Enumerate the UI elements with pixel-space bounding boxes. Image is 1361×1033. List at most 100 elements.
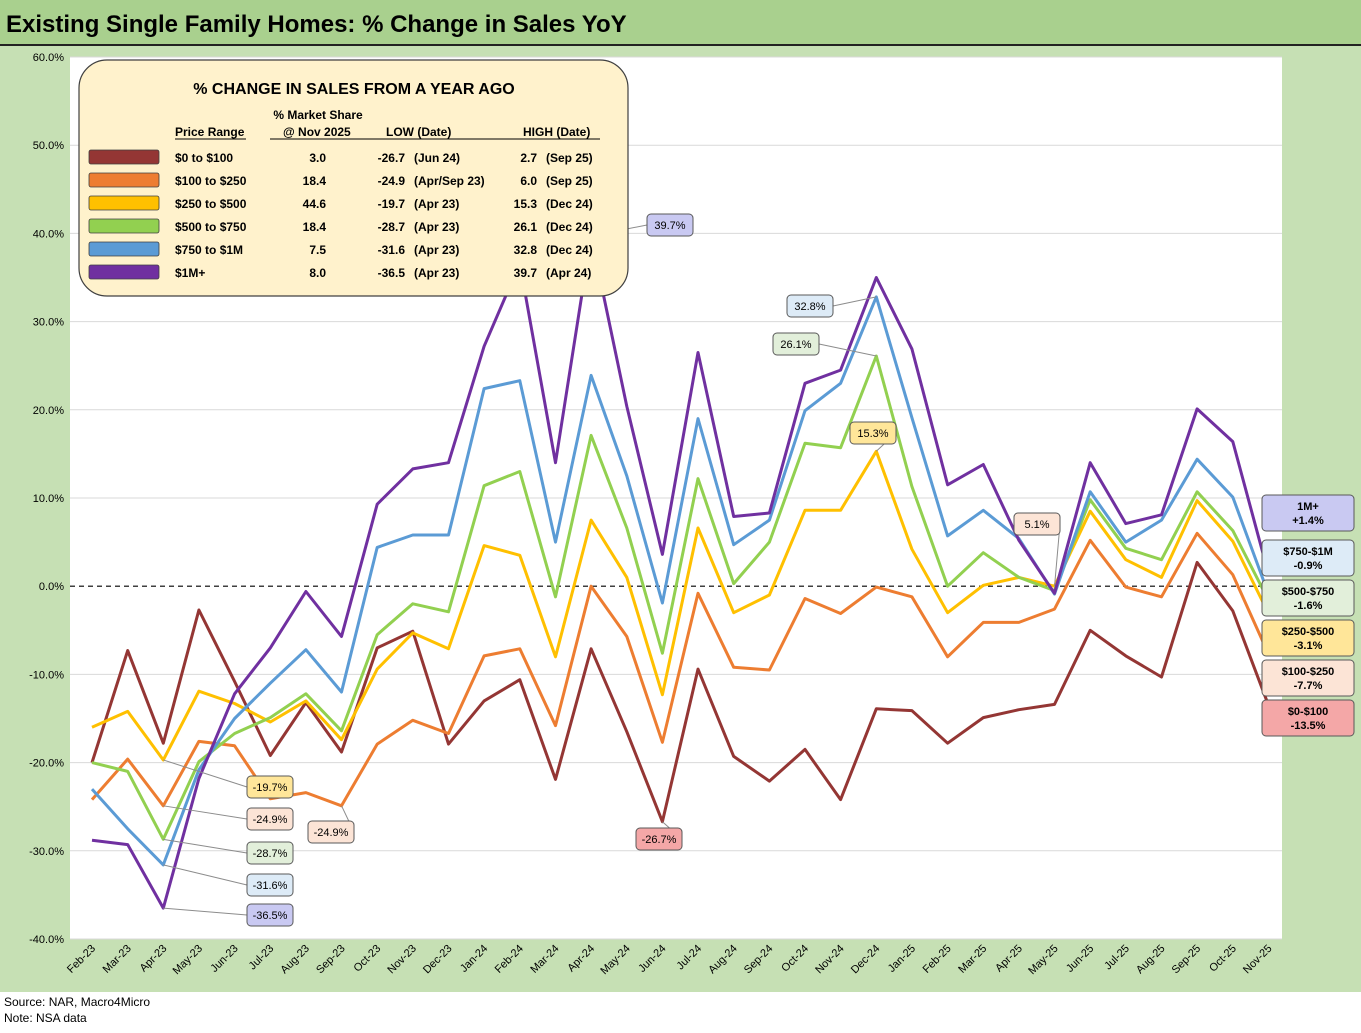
x-tick-label: Mar-24 — [528, 943, 561, 976]
callout-label: -36.5% — [253, 910, 288, 922]
legend-low: -28.7 — [378, 220, 406, 234]
x-tick-label: Aug-23 — [278, 943, 312, 977]
end-label-value: -0.9% — [1294, 560, 1323, 572]
x-tick-label: Apr-23 — [138, 943, 170, 975]
y-tick-label: 30.0% — [33, 317, 64, 329]
y-tick-label: 20.0% — [33, 405, 64, 417]
chart-title: Existing Single Family Homes: % Change i… — [6, 11, 627, 38]
y-tick-label: 10.0% — [33, 493, 64, 505]
callout-box — [246, 775, 294, 799]
legend-low-date: (Apr 23) — [414, 220, 459, 234]
x-tick-label: Aug-24 — [706, 943, 740, 977]
end-label-box — [1261, 619, 1355, 657]
x-tick-label: Jan-24 — [458, 943, 490, 975]
end-label-name: $750-$1M — [1283, 546, 1333, 558]
legend-low: -36.5 — [378, 266, 406, 280]
x-tick-label: Oct-24 — [779, 943, 811, 975]
x-tick-label: Apr-25 — [993, 943, 1025, 975]
y-tick-label: 40.0% — [33, 228, 64, 240]
legend-column-header: Price Range — [175, 125, 245, 139]
legend-high-date: (Dec 24) — [546, 220, 593, 234]
x-tick-label: Feb-24 — [493, 943, 526, 976]
x-tick-label: Oct-25 — [1207, 943, 1239, 975]
end-label-box — [1261, 659, 1355, 697]
end-label-value: +1.4% — [1292, 515, 1324, 527]
legend-column-header: LOW (Date) — [386, 125, 451, 139]
legend-low-date: (Apr 23) — [414, 243, 459, 257]
x-tick-label: Mar-25 — [956, 943, 989, 976]
callout-box — [786, 294, 834, 318]
legend-low-date: (Apr 23) — [414, 266, 459, 280]
legend-column-header: @ Nov 2025 — [283, 125, 351, 139]
callout-leader — [163, 907, 248, 916]
legend-high: 32.8 — [514, 243, 538, 257]
callout-label: -19.7% — [253, 782, 288, 794]
end-label-name: $500-$750 — [1282, 586, 1335, 598]
x-tick-label: Aug-25 — [1134, 943, 1168, 977]
legend-share-header: % Market Share — [273, 108, 363, 122]
legend-range: $500 to $750 — [175, 220, 247, 234]
legend-high-date: (Dec 24) — [546, 197, 593, 211]
y-tick-label: -20.0% — [29, 758, 64, 770]
legend-share: 3.0 — [309, 151, 326, 165]
x-tick-label: Jan-25 — [886, 943, 918, 975]
legend-range: $100 to $250 — [175, 174, 247, 188]
callout-label: -28.7% — [253, 848, 288, 860]
series-line-0 — [90, 560, 1270, 824]
x-tick-label: Sep-24 — [742, 943, 776, 977]
callout-box — [246, 841, 294, 865]
callout-box — [849, 421, 897, 445]
chart-area: -40.0% -30.0% -20.0% -10.0% 0.0% 10.0% 20.0% 30… — [0, 46, 1361, 992]
legend-low: -31.6 — [378, 243, 406, 257]
x-tick-label: Nov-23 — [385, 943, 419, 977]
x-tick-label: May-24 — [598, 943, 632, 977]
end-label-box — [1261, 579, 1355, 617]
end-label-value: -3.1% — [1294, 640, 1323, 652]
callout-leader — [163, 864, 248, 886]
title-bar: Existing Single Family Homes: % Change i… — [0, 0, 1361, 46]
legend-swatch — [88, 195, 160, 211]
legend-share: 18.4 — [303, 220, 327, 234]
legend-high: 15.3 — [514, 197, 538, 211]
callout-label: 32.8% — [794, 301, 825, 313]
end-label-name: $0-$100 — [1288, 706, 1328, 718]
x-tick-label: Nov-25 — [1241, 943, 1275, 977]
y-tick-label: -10.0% — [29, 669, 64, 681]
callout-box — [307, 820, 355, 844]
end-label-value: -7.7% — [1294, 680, 1323, 692]
legend-high: 39.7 — [514, 266, 538, 280]
data-note: Note: NSA data — [4, 1011, 87, 1025]
x-tick-label: Sep-23 — [314, 943, 348, 977]
legend-swatch — [88, 172, 160, 188]
legend-title: % CHANGE IN SALES FROM A YEAR AGO — [193, 81, 515, 98]
series-line-4 — [90, 295, 1270, 867]
legend-high-date: (Apr 24) — [546, 266, 591, 280]
legend-low: -24.9 — [378, 174, 406, 188]
legend-range: $1M+ — [175, 266, 205, 280]
callout-box — [646, 213, 694, 237]
callout-label: 26.1% — [780, 339, 811, 351]
callout-leader — [163, 838, 248, 854]
callout-label: -24.9% — [253, 814, 288, 826]
callout-leader — [163, 805, 248, 820]
legend-high: 2.7 — [520, 151, 537, 165]
callout-label: 39.7% — [654, 220, 685, 232]
legend-share: 7.5 — [309, 243, 326, 257]
callout-leader — [163, 759, 248, 788]
end-label-value: -1.6% — [1294, 600, 1323, 612]
callout-box — [246, 807, 294, 831]
legend-share: 44.6 — [303, 197, 327, 211]
legend-swatch — [88, 218, 160, 234]
x-tick-label: Feb-23 — [65, 943, 98, 976]
legend-swatch — [88, 241, 160, 257]
x-tick-label: Dec-23 — [421, 943, 455, 977]
legend-high-date: (Sep 25) — [546, 174, 593, 188]
x-tick-label: Jun-25 — [1064, 943, 1096, 975]
callout-label: -31.6% — [253, 880, 288, 892]
x-tick-label: May-25 — [1026, 943, 1060, 977]
end-label-value: -13.5% — [1291, 720, 1326, 732]
callout-leader — [832, 296, 877, 307]
legend-swatch — [88, 264, 160, 280]
legend-range: $250 to $500 — [175, 197, 247, 211]
callout-leader — [1054, 523, 1061, 587]
